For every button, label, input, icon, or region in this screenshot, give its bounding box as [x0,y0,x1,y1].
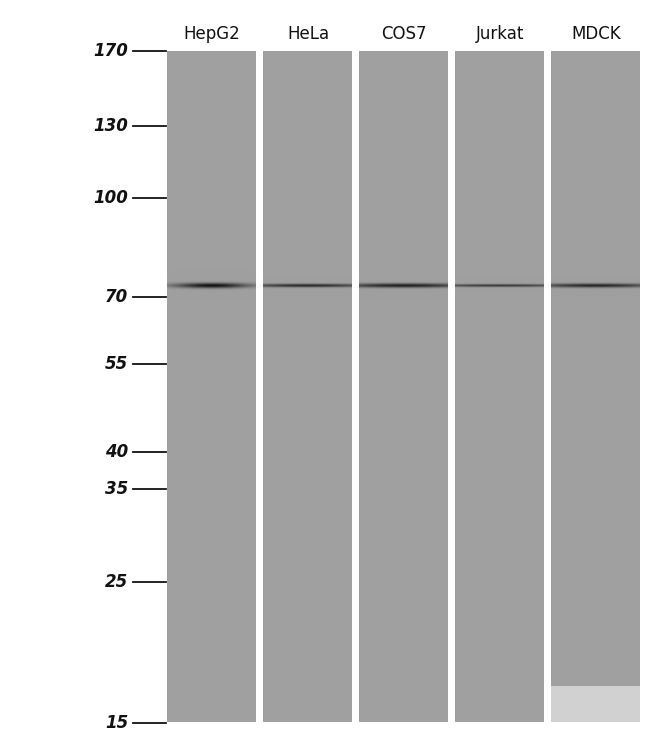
Text: Jurkat: Jurkat [476,24,524,43]
Text: 35: 35 [105,479,128,498]
Text: 130: 130 [93,117,128,134]
Text: 40: 40 [105,443,128,461]
Text: 100: 100 [93,189,128,207]
Text: HeLa: HeLa [287,24,329,43]
Text: 170: 170 [93,43,128,60]
Text: 55: 55 [105,355,128,373]
Text: COS7: COS7 [381,24,427,43]
Text: MDCK: MDCK [571,24,621,43]
Text: 25: 25 [105,573,128,591]
Text: HepG2: HepG2 [184,24,240,43]
Text: 70: 70 [105,288,128,306]
Text: 15: 15 [105,714,128,732]
